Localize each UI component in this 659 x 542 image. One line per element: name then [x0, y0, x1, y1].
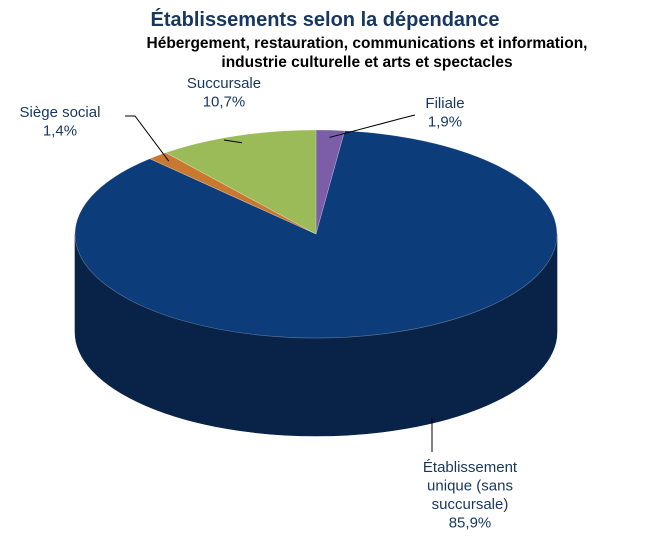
- chart-subtitle-line-2: industrie culturelle et arts et spectacl…: [221, 54, 512, 71]
- slice-name-etablissement-unique-sans-succursale-3: succursale): [432, 496, 509, 513]
- slice-value-succursale: 10,7%: [203, 94, 246, 111]
- slice-labels: Filiale 1,9% Établissement unique (sanssucc…: [20, 75, 518, 532]
- slice-siege-social: [149, 152, 317, 235]
- slice-name-filiale: Filiale: [425, 95, 464, 112]
- chart-subtitle-line-1: Hébergement, restauration, communication…: [147, 35, 588, 52]
- slice-value-etablissement-unique-sans-succursale: 85,9%: [449, 515, 492, 532]
- slice-filiale: [315, 129, 346, 235]
- chart-title: Établissements selon la dépendance: [150, 8, 499, 31]
- slice-name-succursale: Succursale: [187, 75, 261, 92]
- leader-line-succursale: [223, 139, 243, 144]
- leader-lines: [125, 114, 433, 452]
- slice-succursale: [165, 129, 317, 235]
- slice-name-etablissement-unique-sans-succursale-2: unique (sans: [427, 478, 513, 495]
- slice-name-siege-social: Siège social: [20, 104, 101, 121]
- leader-line-filiale: [329, 114, 416, 138]
- slice-etablissement-unique-sans-succursale: [74, 130, 558, 339]
- slice-value-filiale: 1,9%: [428, 114, 462, 131]
- slice-name-etablissement-unique-sans-succursale-1: Établissement: [423, 459, 518, 476]
- leader-line-siege-social: [125, 115, 170, 162]
- pie-slices: [74, 129, 558, 339]
- slice-value-siege-social: 1,4%: [43, 123, 77, 140]
